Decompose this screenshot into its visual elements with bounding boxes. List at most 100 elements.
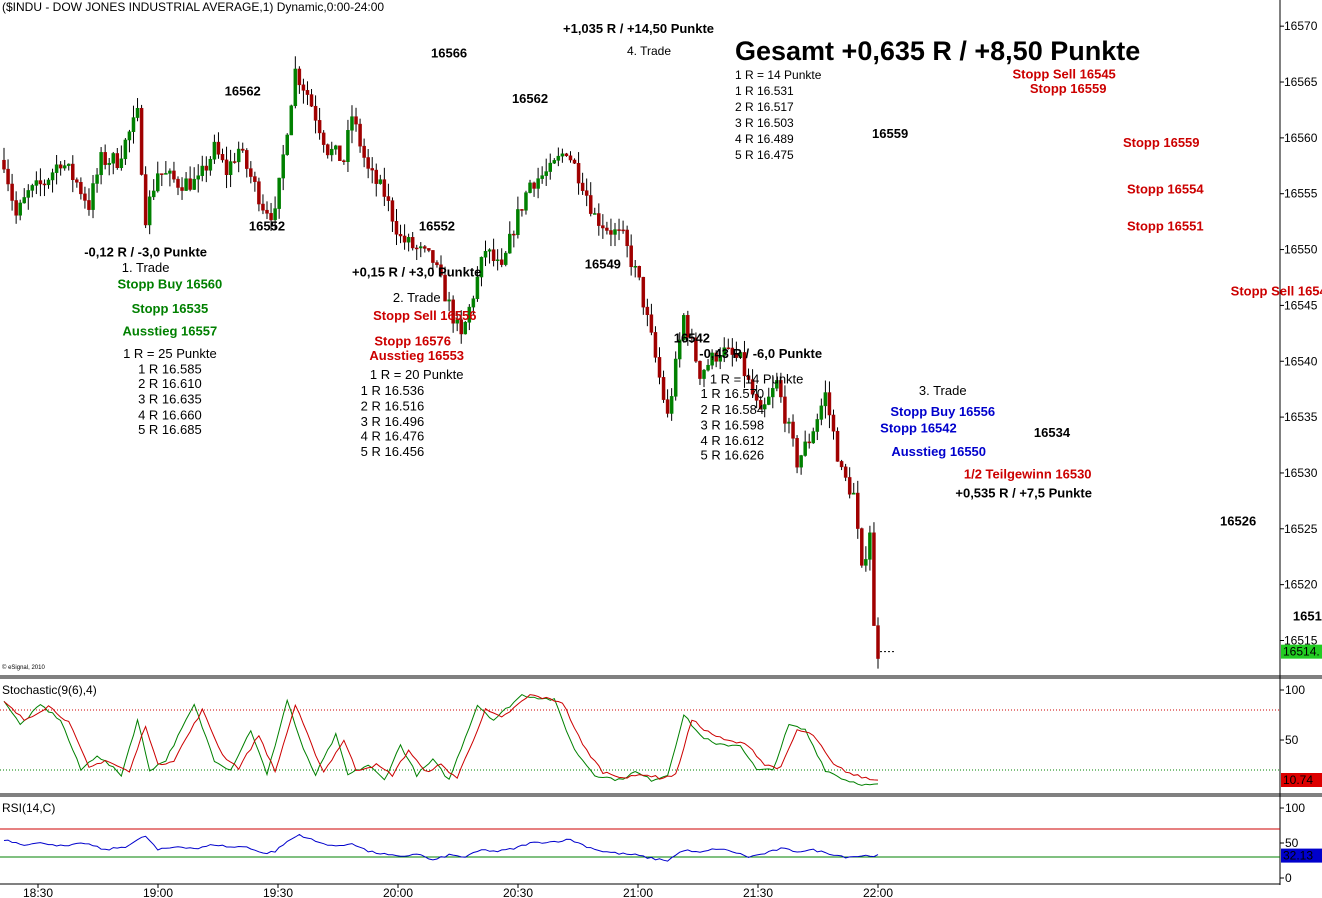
chart-annotation: 2 R 16.584 <box>701 402 765 417</box>
candle <box>95 168 99 193</box>
candle <box>196 164 200 193</box>
trade4-title: 4. Trade <box>627 44 671 58</box>
chart-annotation: 3 R 16.635 <box>138 392 202 407</box>
chart-annotation: 16552 <box>419 219 455 234</box>
candle <box>605 221 609 235</box>
candle <box>58 161 63 176</box>
candle <box>702 368 706 388</box>
candle <box>540 166 544 184</box>
last-price-label: 16514. <box>1283 645 1320 659</box>
candle <box>334 144 338 155</box>
candle <box>423 245 427 253</box>
time-tick-label: 20:30 <box>503 886 533 898</box>
candle <box>208 156 213 176</box>
candle <box>690 328 694 344</box>
indicator-tick-label: 50 <box>1285 836 1299 850</box>
candle <box>819 398 824 426</box>
candle <box>799 454 803 475</box>
candle <box>730 338 735 367</box>
chart-annotation: 4 R 16.476 <box>361 429 425 444</box>
trade4-line: 5 R 16.475 <box>735 148 794 162</box>
chart-annotation: Stopp 16535 <box>132 301 209 316</box>
chart-annotation: 2 R 16.516 <box>361 398 425 413</box>
candle <box>738 351 743 359</box>
candle <box>572 158 577 164</box>
candle <box>156 161 160 193</box>
price-tick-label: 16560 <box>1284 131 1318 145</box>
indicator-tick-label: 50 <box>1285 733 1299 747</box>
candle <box>123 138 128 165</box>
indicator-value-box <box>1281 773 1322 787</box>
candle <box>827 381 832 429</box>
top-result: +1,035 R / +14,50 Punkte <box>563 21 714 36</box>
price-tick-label: 16535 <box>1284 410 1318 424</box>
time-tick-label: 20:00 <box>383 886 413 898</box>
last-price-box <box>1281 644 1322 659</box>
candle <box>168 168 172 187</box>
chart-annotation: 3 R 16.496 <box>361 414 425 429</box>
candle <box>34 171 39 195</box>
indicator-tick-label: 100 <box>1285 801 1305 815</box>
candle <box>313 95 318 134</box>
candle <box>508 221 512 254</box>
chart-annotation: 16559 <box>872 126 908 141</box>
candle <box>410 232 415 251</box>
candle <box>232 152 237 164</box>
indicator-tick-label: 0 <box>1285 871 1292 885</box>
time-tick-label: 21:30 <box>743 886 773 898</box>
chart-annotation: Ausstieg 16550 <box>891 444 986 459</box>
candle <box>734 341 739 362</box>
candle <box>346 119 350 172</box>
candle <box>815 413 820 441</box>
candle <box>431 250 435 272</box>
candle <box>131 105 136 144</box>
candle <box>151 179 156 201</box>
candle <box>139 104 144 176</box>
candle <box>746 368 751 383</box>
candle <box>645 298 650 327</box>
chart-annotation: 1. Trade <box>122 260 170 275</box>
candle <box>791 414 795 447</box>
candle <box>629 234 633 276</box>
total-result: Gesamt +0,635 R / +8,50 Punkte <box>735 36 1140 66</box>
candle <box>103 144 107 170</box>
candle <box>6 159 10 192</box>
price-tick-label: 16530 <box>1284 466 1318 480</box>
candle <box>677 332 682 368</box>
candle <box>467 304 472 331</box>
chart-title: ($INDU - DOW JONES INDUSTRIAL AVERAGE,1)… <box>2 0 384 14</box>
candle <box>495 249 500 271</box>
candle <box>742 340 747 388</box>
candle <box>180 177 184 200</box>
candle <box>54 154 59 185</box>
candle <box>338 145 342 161</box>
candle <box>471 295 476 316</box>
candle <box>491 238 496 267</box>
candle <box>568 151 573 163</box>
chart-annotation: Stopp Buy 16556 <box>890 404 995 419</box>
chart-annotation: Stopp Buy 16560 <box>118 277 223 292</box>
chart-annotation: 16526 <box>1220 513 1256 528</box>
chart-annotation: 16552 <box>249 219 285 234</box>
candle <box>625 225 629 258</box>
candle <box>354 107 358 132</box>
price-tick-label: 16525 <box>1284 522 1318 536</box>
candle <box>609 218 613 247</box>
candle <box>220 148 225 163</box>
candle-series <box>2 56 894 669</box>
chart-annotation: Stopp 16554 <box>1127 182 1204 197</box>
chart-annotation: Stopp 16576 <box>374 334 451 349</box>
candle <box>750 369 755 397</box>
candle <box>775 372 779 392</box>
candle <box>597 203 601 236</box>
candle <box>30 183 35 198</box>
time-tick-label: 19:30 <box>263 886 293 898</box>
indicator-line-0 <box>3 693 879 786</box>
candle <box>330 141 334 162</box>
candle <box>649 303 654 336</box>
candle <box>358 118 362 153</box>
candle <box>710 349 714 370</box>
candle <box>224 146 229 189</box>
candle <box>342 159 346 165</box>
price-tick-label: 16550 <box>1284 243 1318 257</box>
